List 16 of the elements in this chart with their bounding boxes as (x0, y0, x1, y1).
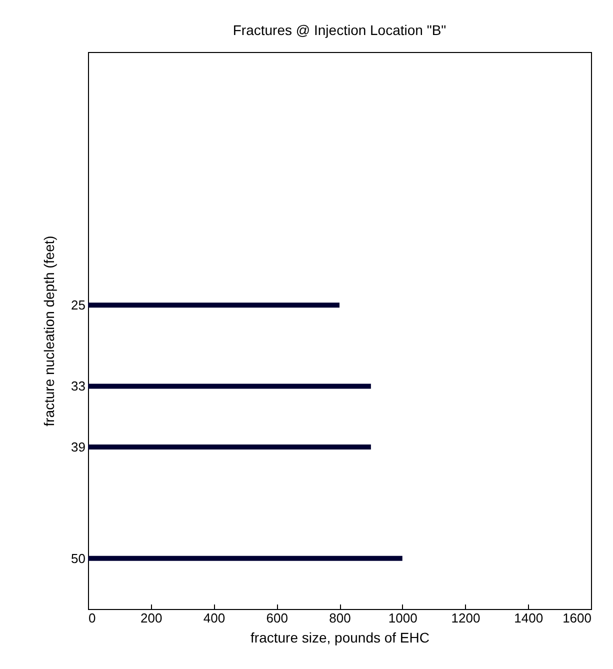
y-tick-label: 39 (71, 439, 86, 454)
x-tick-label: 800 (329, 610, 351, 626)
x-tick-label: 400 (203, 610, 226, 626)
chart-title: Fractures @ Injection Location "B" (232, 22, 446, 38)
x-tick-label: 0 (88, 610, 96, 626)
y-tick-label: 25 (71, 298, 86, 313)
x-tick-label: 1600 (562, 610, 592, 626)
y-tick-label: 50 (71, 550, 86, 566)
x-tick-label: 1000 (388, 610, 418, 626)
y-tick-label: 33 (71, 378, 86, 394)
x-tick-label: 600 (266, 610, 288, 626)
x-tick-label: 1200 (451, 610, 480, 626)
x-tick-label: 200 (140, 610, 162, 626)
x-tick-label: 1400 (514, 610, 544, 626)
y-axis-title: fracture nucleation depth (feet) (41, 236, 58, 426)
x-axis-title: fracture size, pounds of EHC (250, 630, 430, 646)
